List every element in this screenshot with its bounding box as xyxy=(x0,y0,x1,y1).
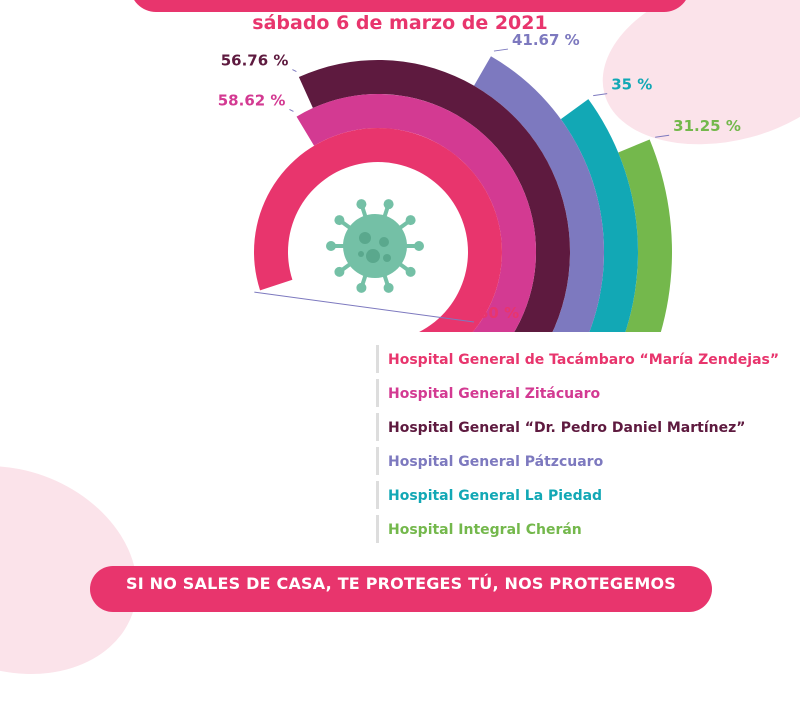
virus-body xyxy=(343,214,407,278)
footer-message: SI NO SALES DE CASA, TE PROTEGES TÚ, NOS… xyxy=(90,566,712,629)
virus-spot xyxy=(366,249,380,263)
virus-knob xyxy=(383,282,394,293)
chart-value-labels: 80 % 58.62 % 56.76 % 41.67 % 35 % 31.25 % xyxy=(218,31,741,323)
virus-knob xyxy=(334,266,345,277)
leader-line-2 xyxy=(292,69,297,73)
leader-line-0 xyxy=(254,291,475,323)
coronavirus-icon xyxy=(326,199,424,293)
virus-spot xyxy=(379,237,389,247)
legend-label-0: Hospital General de Tacámbaro “María Zen… xyxy=(388,352,779,368)
virus-spot xyxy=(383,254,391,262)
value-label-4: 35 % xyxy=(611,76,652,94)
virus-knob xyxy=(356,199,367,210)
title-banner xyxy=(130,0,690,12)
radial-bar-chart: Hospital General de Tacámbaro “María Zen… xyxy=(217,31,800,546)
legend-label-4: Hospital General La Piedad xyxy=(388,488,602,504)
legend-panel xyxy=(376,332,800,546)
legend-label-2: Hospital General “Dr. Pedro Daniel Martí… xyxy=(388,420,745,436)
value-label-0: 80 % xyxy=(478,304,519,322)
virus-knob xyxy=(383,199,394,210)
virus-spot xyxy=(358,251,364,257)
virus-knob xyxy=(405,215,416,226)
leader-line-4 xyxy=(593,93,608,97)
value-label-1: 58.62 % xyxy=(218,91,286,109)
virus-knob xyxy=(326,241,336,251)
leader-line-1 xyxy=(289,109,294,112)
value-label-3: 41.67 % xyxy=(512,31,580,49)
virus-knob xyxy=(414,241,424,251)
value-label-5: 31.25 % xyxy=(673,117,741,135)
virus-knob xyxy=(334,215,345,226)
legend-divider-2 xyxy=(376,413,379,441)
value-label-2: 56.76 % xyxy=(221,52,289,70)
virus-knob xyxy=(405,266,416,277)
legend-divider-3 xyxy=(376,447,379,475)
legend-label-1: Hospital General Zitácuaro xyxy=(388,386,600,402)
legend-divider-4 xyxy=(376,481,379,509)
leader-line-5 xyxy=(655,134,670,138)
legend-divider-0 xyxy=(376,345,379,373)
ring-2 xyxy=(298,60,570,445)
legend-divider-1 xyxy=(376,379,379,407)
date-label: sábado 6 de marzo de 2021 xyxy=(252,12,548,34)
legend-label-5: Hospital Integral Cherán xyxy=(388,522,582,538)
leader-line-3 xyxy=(493,48,509,52)
chart-legend: Hospital General de Tacámbaro “María Zen… xyxy=(376,332,800,546)
legend-divider-5 xyxy=(376,515,379,543)
virus-knob xyxy=(356,282,367,293)
legend-label-3: Hospital General Pátzcuaro xyxy=(388,454,604,470)
ring-1 xyxy=(296,94,536,411)
virus-spot xyxy=(359,232,371,244)
